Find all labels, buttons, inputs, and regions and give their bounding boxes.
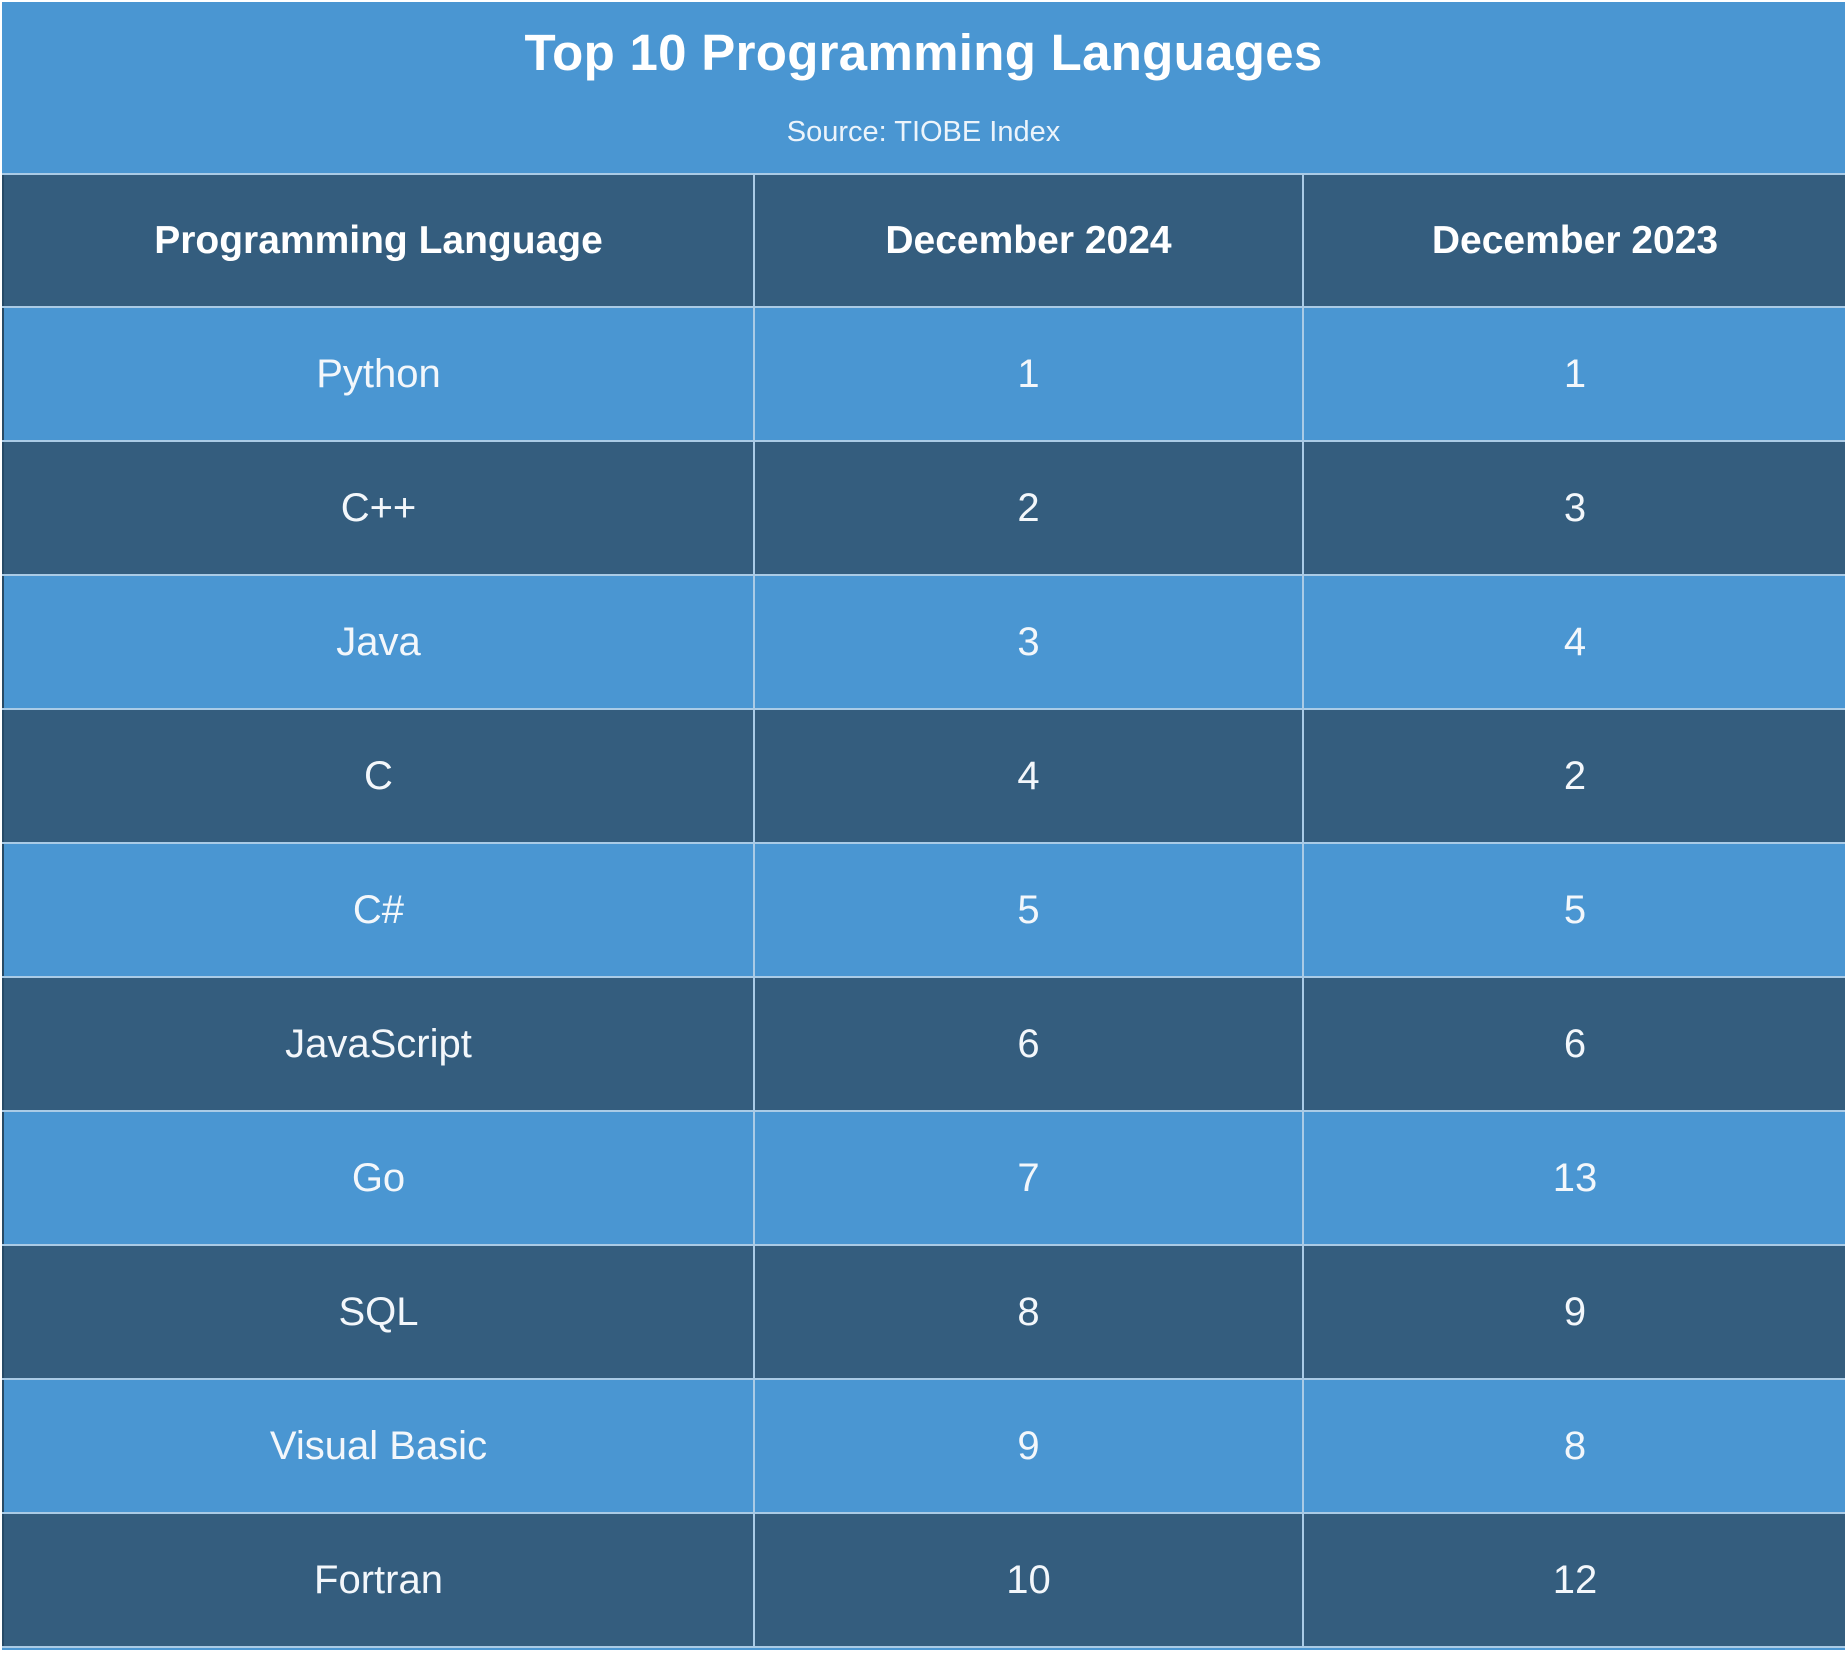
language-cell: SQL [2,1244,755,1380]
column-header-dec-2023: December 2023 [1302,173,1845,308]
language-cell: C# [2,842,755,978]
column-header-language: Programming Language [2,173,755,308]
chart-title: Top 10 Programming Languages [524,24,1323,81]
table-row: Java 3 4 [2,574,1845,710]
rank-2023-cell: 2 [1302,708,1845,844]
rank-2024-cell: 2 [753,440,1304,576]
rank-2024-cell: 6 [753,976,1304,1112]
column-header-dec-2024: December 2024 [753,173,1304,308]
language-cell: Go [2,1110,755,1246]
rank-2023-cell: 6 [1302,976,1845,1112]
rank-2023-cell: 9 [1302,1244,1845,1380]
language-cell: Python [2,306,755,442]
chart-subtitle: Source: TIOBE Index [786,116,1061,148]
rank-2023-cell: 3 [1302,440,1845,576]
rankings-table: Programming Language December 2024 Decem… [2,173,1845,1648]
rank-2024-cell: 8 [753,1244,1304,1380]
rank-2024-cell: 3 [753,574,1304,710]
rank-2023-cell: 1 [1302,306,1845,442]
rank-2024-cell: 1 [753,306,1304,442]
table-row: Visual Basic 9 8 [2,1378,1845,1514]
table-row: C++ 2 3 [2,440,1845,576]
rank-2023-cell: 8 [1302,1378,1845,1514]
rank-2024-cell: 4 [753,708,1304,844]
table-row: C# 5 5 [2,842,1845,978]
language-cell: JavaScript [2,976,755,1112]
table-row: C 4 2 [2,708,1845,844]
table-row: JavaScript 6 6 [2,976,1845,1112]
language-cell: C [2,708,755,844]
rank-2024-cell: 5 [753,842,1304,978]
table-row: Fortran 10 12 [2,1512,1845,1648]
rank-2023-cell: 5 [1302,842,1845,978]
table-row: SQL 8 9 [2,1244,1845,1380]
language-cell: Visual Basic [2,1378,755,1514]
rank-2024-cell: 10 [753,1512,1304,1648]
rank-2023-cell: 13 [1302,1110,1845,1246]
table-row: Python 1 1 [2,306,1845,442]
language-cell: Fortran [2,1512,755,1648]
rank-2024-cell: 9 [753,1378,1304,1514]
rank-2023-cell: 12 [1302,1512,1845,1648]
language-cell: C++ [2,440,755,576]
title-banner: Top 10 Programming Languages Source: TIO… [2,2,1845,173]
language-cell: Java [2,574,755,710]
rank-2024-cell: 7 [753,1110,1304,1246]
rank-2023-cell: 4 [1302,574,1845,710]
table-wrapper: Programming Language December 2024 Decem… [2,173,1845,1650]
table-row: Go 7 13 [2,1110,1845,1246]
header-row: Programming Language December 2024 Decem… [2,173,1845,308]
